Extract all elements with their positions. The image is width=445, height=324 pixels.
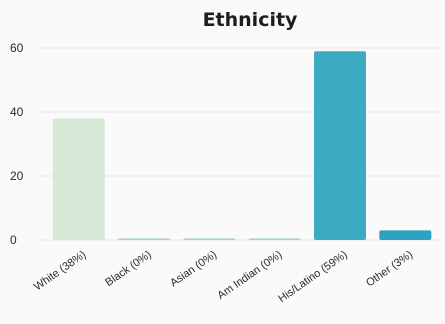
x-tick-label: Asian (0%) <box>168 249 219 290</box>
x-tick-label: Am Indian (0%) <box>215 249 284 302</box>
y-tick-label: 0 <box>10 233 17 247</box>
bar <box>248 238 301 240</box>
bar <box>379 230 432 240</box>
bar <box>314 51 366 241</box>
x-tick-label: Black (0%) <box>103 249 153 289</box>
bar <box>118 238 170 240</box>
x-tick-label: White (38%) <box>32 249 88 294</box>
x-axis-ticks: White (38%) Black (0%) Asian (0%)Am Indian… <box>32 249 415 305</box>
chart-title: Ethnicity <box>203 9 298 31</box>
y-tick-label: 40 <box>10 105 24 119</box>
gridlines <box>40 47 440 241</box>
y-axis-ticks: 0 20 40 60 <box>10 41 24 247</box>
bar <box>183 238 236 240</box>
bars <box>52 51 432 241</box>
y-tick-label: 60 <box>10 41 24 55</box>
bar <box>52 118 105 240</box>
y-tick-label: 20 <box>10 169 24 183</box>
x-tick-label: Other (3%) <box>364 249 415 290</box>
x-tick-label: His/Latino (59%) <box>276 249 350 305</box>
